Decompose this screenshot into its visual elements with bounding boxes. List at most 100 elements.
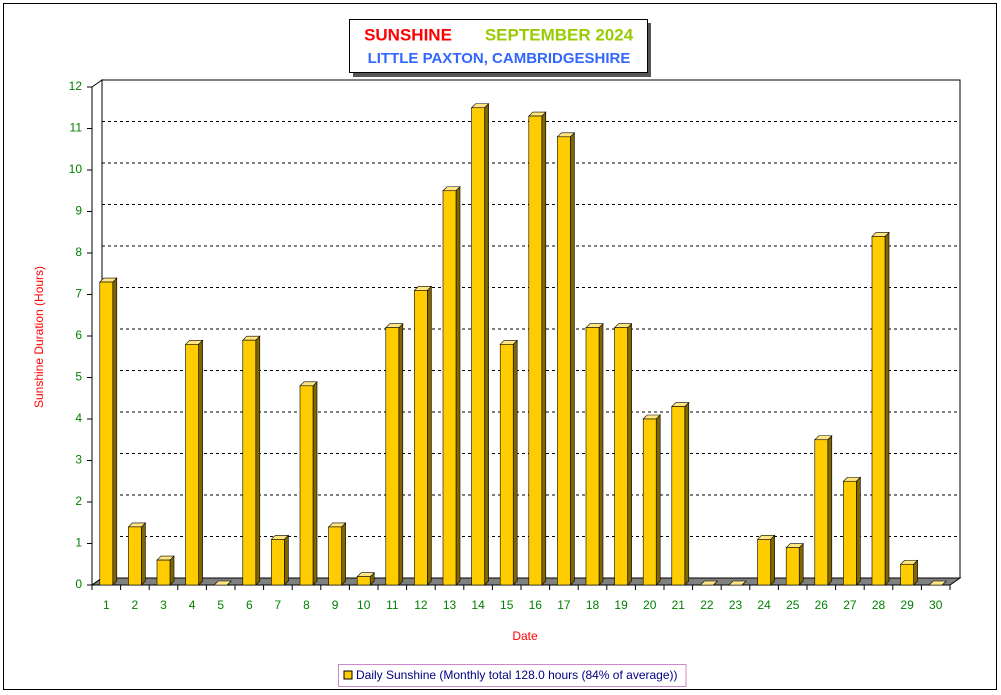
bar-side — [484, 103, 489, 586]
bar-side — [398, 322, 404, 586]
y-tick-label: 12 — [69, 79, 83, 93]
x-tick-label: 23 — [729, 598, 743, 612]
x-tick-label: 28 — [872, 598, 886, 612]
bar-side — [455, 186, 461, 586]
x-tick-label: 1 — [103, 598, 110, 612]
x-tick-label: 3 — [160, 598, 167, 612]
x-tick-label: 27 — [843, 598, 857, 612]
y-tick-label: 5 — [75, 370, 82, 384]
bar-side — [627, 322, 632, 586]
chart-subtitle: LITTLE PAXTON, CAMBRIDGESHIRE — [368, 50, 631, 67]
bar — [299, 385, 314, 586]
bar-top — [928, 580, 947, 586]
bar-side — [684, 401, 690, 586]
y-tick-label: 2 — [75, 494, 82, 508]
x-tick-label: 16 — [529, 598, 543, 612]
bar — [642, 418, 657, 586]
y-axis-label: Sunshine Duration (Hours) — [32, 266, 46, 408]
bar-side — [427, 285, 432, 586]
x-tick-label: 26 — [815, 598, 829, 612]
bar-side — [598, 322, 604, 586]
bar-side — [570, 132, 575, 586]
y-tick-label: 7 — [75, 287, 82, 301]
chart-title: SUNSHINE — [364, 25, 452, 44]
bar — [614, 327, 628, 586]
y-tick-label: 11 — [70, 121, 83, 135]
bar — [671, 406, 686, 586]
y-tick-label: 0 — [75, 577, 82, 591]
bar — [814, 439, 829, 586]
x-tick-label: 17 — [557, 598, 571, 612]
x-tick-label: 25 — [786, 598, 800, 612]
bar-side — [770, 534, 775, 586]
bar-side — [798, 542, 804, 586]
bar — [471, 107, 485, 586]
legend-box — [338, 664, 687, 687]
y-tick-label: 6 — [75, 328, 82, 342]
bar — [185, 343, 199, 586]
x-tick-label: 13 — [443, 598, 457, 612]
bar — [156, 559, 171, 586]
bar-side — [112, 277, 118, 586]
bar — [785, 547, 800, 586]
x-tick-label: 30 — [929, 598, 943, 612]
y-tick-label: 4 — [75, 411, 82, 425]
legend-swatch — [343, 670, 353, 680]
x-tick-label: 21 — [672, 598, 686, 612]
bar-top — [699, 580, 719, 586]
bar — [385, 327, 400, 586]
bar-side — [884, 231, 890, 586]
x-tick-label: 15 — [500, 598, 514, 612]
bar — [356, 576, 371, 586]
bar-side — [655, 414, 661, 586]
x-tick-label: 24 — [757, 598, 771, 612]
bar-top — [213, 580, 232, 586]
y-tick-label: 9 — [75, 204, 82, 218]
x-tick-label: 10 — [357, 598, 371, 612]
bar — [442, 190, 457, 586]
y-tick-label: 10 — [69, 162, 83, 176]
title-box — [349, 19, 648, 73]
x-tick-label: 20 — [643, 598, 657, 612]
bar-side — [198, 339, 203, 586]
x-axis-label: Date — [512, 629, 538, 643]
bar — [128, 526, 142, 586]
y-tick-label: 1 — [75, 536, 82, 550]
x-tick-label: 19 — [614, 598, 628, 612]
bar — [271, 539, 285, 586]
bar — [900, 563, 914, 586]
bar-side — [255, 335, 261, 586]
bar-side — [312, 381, 318, 586]
bar — [871, 236, 886, 586]
bar — [585, 327, 600, 586]
bar-top — [728, 580, 747, 586]
y-tick-label: 8 — [75, 245, 82, 259]
x-tick-label: 29 — [900, 598, 914, 612]
bar — [757, 539, 771, 586]
bar-side — [169, 555, 175, 586]
x-tick-label: 6 — [246, 598, 253, 612]
bar-side — [341, 522, 346, 586]
bar — [557, 136, 571, 586]
bar-side — [856, 476, 861, 586]
x-tick-label: 12 — [414, 598, 428, 612]
x-tick-label: 14 — [471, 598, 485, 612]
x-tick-label: 2 — [132, 598, 139, 612]
x-tick-label: 5 — [217, 598, 224, 612]
x-tick-label: 4 — [189, 598, 196, 612]
bar-side — [827, 435, 833, 586]
bar — [99, 281, 114, 586]
x-tick-label: 8 — [303, 598, 310, 612]
bar-side — [512, 339, 518, 586]
bar-side — [541, 111, 547, 586]
bar — [414, 290, 428, 586]
bar — [242, 339, 257, 586]
bar — [328, 526, 342, 586]
bar — [843, 480, 857, 586]
bar-side — [141, 522, 146, 586]
legend-label: Daily Sunshine (Monthly total 128.0 hour… — [356, 668, 678, 682]
x-tick-label: 7 — [275, 598, 282, 612]
x-tick-label: 11 — [386, 598, 399, 612]
